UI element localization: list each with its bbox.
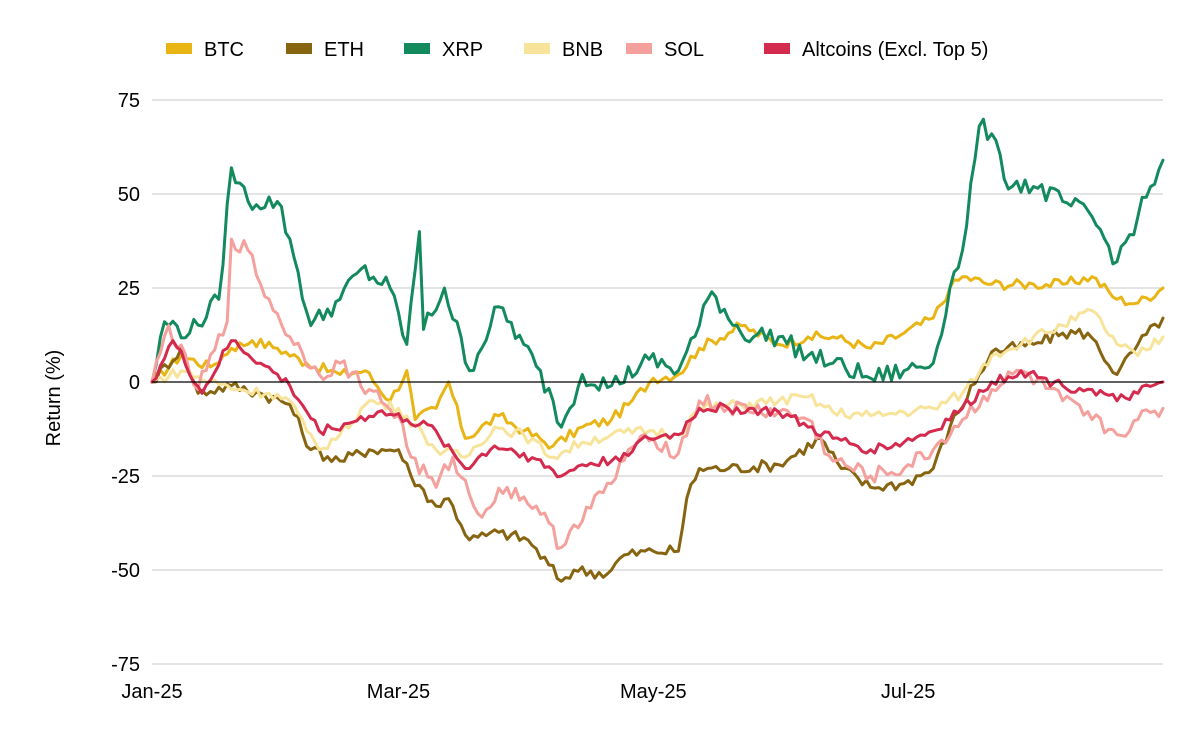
y-tick-label: 50 [118, 184, 140, 206]
legend-swatch [404, 43, 430, 54]
legend-label: BNB [562, 39, 603, 61]
series-line-eth [150, 316, 1165, 583]
y-tick-label: -75 [111, 654, 140, 676]
legend-item: BTC [166, 39, 244, 61]
legend-item: BNB [524, 39, 603, 61]
series-layer [150, 117, 1165, 583]
x-tick-label: Mar-25 [367, 681, 430, 703]
legend-item: SOL [626, 39, 704, 61]
legend: BTC ETH XRP BNB SOL Altcoins (Excl. Top 5) [166, 39, 988, 61]
legend-swatch [166, 43, 192, 54]
legend-label: Altcoins (Excl. Top 5) [802, 39, 988, 61]
y-tick-label: 75 [118, 90, 140, 112]
series-line-sol [150, 237, 1165, 550]
y-axis-ticks: 75 50 25 0 -25 -50 -75 [111, 90, 140, 676]
x-axis-ticks: Jan-25 Mar-25 May-25 Jul-25 [121, 681, 935, 703]
legend-swatch [626, 43, 652, 54]
legend-swatch [286, 43, 312, 54]
x-tick-label: May-25 [620, 681, 687, 703]
legend-label: XRP [442, 39, 483, 61]
y-tick-label: -50 [111, 560, 140, 582]
legend-swatch [764, 43, 790, 54]
legend-label: SOL [664, 39, 704, 61]
y-axis-title: Return (%) [43, 350, 65, 447]
legend-label: ETH [324, 39, 364, 61]
series-line-altcoins-excl-top-5 [150, 339, 1165, 479]
x-tick-label: Jul-25 [881, 681, 935, 703]
y-tick-label: -25 [111, 466, 140, 488]
legend-item: ETH [286, 39, 364, 61]
legend-label: BTC [204, 39, 244, 61]
legend-swatch [524, 43, 550, 54]
legend-item: XRP [404, 39, 483, 61]
series-line-btc [150, 275, 1165, 450]
y-tick-label: 25 [118, 278, 140, 300]
grid-lines [152, 99, 1163, 665]
x-tick-label: Jan-25 [121, 681, 182, 703]
series-line-xrp [150, 117, 1165, 429]
series-line-bnb [150, 307, 1165, 461]
y-tick-label: 0 [129, 372, 140, 394]
legend-item: Altcoins (Excl. Top 5) [764, 39, 988, 61]
